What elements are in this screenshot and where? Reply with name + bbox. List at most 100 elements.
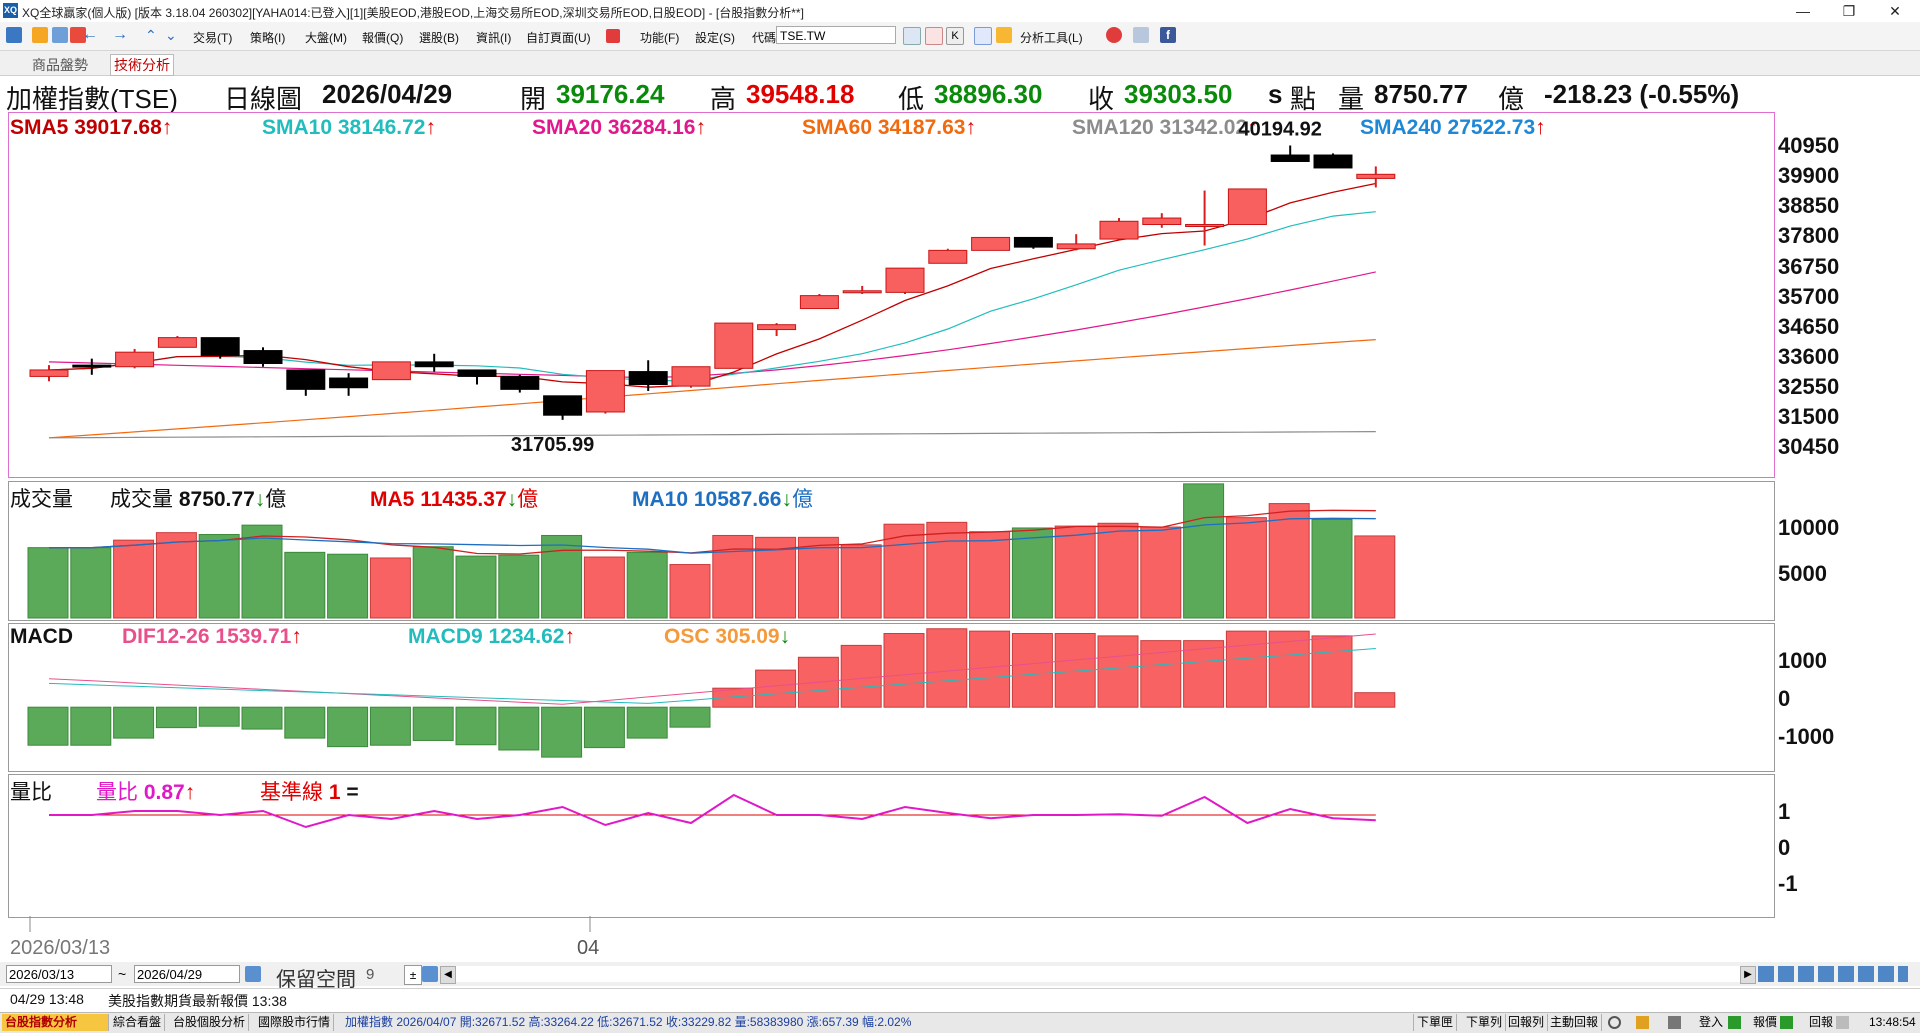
scroll-left-button[interactable]: ◀ (440, 966, 456, 984)
enter-icon[interactable] (903, 27, 921, 45)
menu-function[interactable]: 功能(F) (640, 31, 680, 45)
tab-market-overview[interactable]: 商品盤勢 (32, 57, 88, 73)
order-bar-button[interactable]: 下單列 (1463, 1014, 1507, 1031)
record-icon[interactable] (1106, 27, 1122, 43)
price-ylabel: 38850 (1778, 193, 1840, 218)
volume-panel-title: 成交量 (10, 488, 73, 511)
price-ylabel: 37800 (1778, 223, 1840, 248)
menu-quote[interactable]: 報價(Q) (362, 31, 404, 45)
menu-settings[interactable]: 設定(S) (695, 31, 735, 45)
title-bar: XQ XQ全球贏家(個人版) [版本 3.18.04 260302][YAHA0… (0, 0, 1920, 23)
menu-custom-page[interactable]: 自訂頁面(U) (526, 31, 591, 45)
menu-trade[interactable]: 交易(T) (193, 31, 233, 45)
close-label: 收 (1088, 84, 1115, 114)
volume-label: 量 (1338, 84, 1365, 114)
chart-tools-icon[interactable] (1758, 966, 1908, 982)
chart-icon[interactable] (70, 27, 86, 43)
osc-label: OSC 305.09↓ (664, 625, 791, 648)
dollar-icon[interactable] (996, 27, 1012, 43)
start-date-input[interactable]: 2026/03/13 (6, 965, 112, 983)
minimize-button[interactable]: — (1796, 3, 1810, 19)
link-icon[interactable] (245, 966, 261, 982)
menu-strategy[interactable]: 策略(I) (250, 31, 286, 45)
change-value: -218.23 (-0.55%) (1544, 79, 1740, 109)
active-report-button[interactable]: 主動回報 (1547, 1014, 1603, 1031)
price-panel[interactable] (8, 112, 1775, 478)
status-bar: 04/29 13:48 美股指數期貨最新報價 13:38 (0, 988, 1920, 1011)
end-date-input[interactable]: 2026/04/29 (134, 965, 240, 983)
task-tab-index-analysis[interactable]: 台股指數分析 (2, 1014, 109, 1031)
high-value: 39548.18 (746, 79, 855, 109)
menu-toolbar: ← → ⌃ ⌄ 交易(T) 策略(I) 大盤(M) 報價(Q) 選股(B) 資訊… (0, 22, 1920, 51)
grid-icon[interactable] (6, 27, 22, 43)
period-label: 日線圖 (224, 84, 303, 114)
report-bar-button[interactable]: 回報列 (1505, 1014, 1549, 1031)
open-value: 39176.24 (556, 79, 665, 109)
macd-ylabel: 0 (1778, 686, 1791, 711)
menu-analysis-tools[interactable]: 分析工具(L) (1020, 31, 1083, 45)
back-arrow-icon[interactable]: ← (82, 26, 98, 43)
clock: 13:48:54 (1869, 1015, 1916, 1029)
volume-ma5-label: MA5 11435.37↓億 (370, 488, 539, 511)
task-tab-global-markets[interactable]: 國際股市行情 (255, 1014, 335, 1031)
print-icon[interactable] (1133, 27, 1149, 43)
status-message[interactable]: 美股指數期貨最新報價 13:38 (108, 993, 287, 1009)
zoom-icon[interactable] (422, 966, 438, 982)
quote-header: 加權指數(TSE) 日線圖 2026/04/29 開 39176.24 高 39… (0, 76, 1920, 114)
ratio-panel-title: 量比 (10, 781, 52, 804)
app-logo-icon: XQ (3, 3, 18, 18)
xaxis-month-tick: 04 (577, 937, 600, 959)
task-tab-stock-analysis[interactable]: 台股個股分析 (170, 1014, 250, 1031)
forward-arrow-icon[interactable]: → (112, 26, 128, 43)
restore-button[interactable]: ❐ (1842, 3, 1856, 19)
price-ylabel: 33600 (1778, 344, 1840, 369)
symbol-input[interactable]: TSE.TW (776, 26, 896, 44)
bottom-taskbar: 台股指數分析 綜合看盤 台股個股分析 國際股市行情 加權指數 2026/04/0… (0, 1012, 1920, 1033)
menu-screener[interactable]: 選股(B) (419, 31, 459, 45)
menu-info[interactable]: 資訊(I) (476, 31, 512, 45)
scroll-right-button[interactable]: ▶ (1740, 966, 1756, 984)
sound-icon[interactable] (1668, 1016, 1681, 1029)
horizontal-scrollbar[interactable] (456, 966, 1740, 982)
line-chart-icon[interactable] (925, 27, 943, 45)
quote-ticker: 加權指數 2026/04/07 開:32671.52 高:33264.22 低:… (345, 1015, 912, 1029)
k-chart-icon[interactable]: K (946, 27, 964, 45)
volume-ylabel: 10000 (1778, 515, 1840, 540)
tab-technical-analysis[interactable]: 技術分析 (110, 54, 174, 76)
volume-legend: 成交量 成交量 8750.77↓億 MA5 11435.37↓億 MA10 10… (10, 483, 1010, 511)
price-ylabel: 40950 (1778, 133, 1840, 158)
search-icon[interactable] (1608, 1016, 1621, 1029)
ratio-ylabel: -1 (1778, 871, 1798, 896)
baseline-label: 基準線 1 = (260, 781, 359, 804)
edit-icon[interactable] (1636, 1016, 1649, 1029)
reserve-stepper[interactable]: ± (404, 965, 422, 985)
volume-ylabel: 5000 (1778, 561, 1827, 586)
pointer-icon[interactable] (974, 27, 992, 45)
close-button[interactable]: ✕ (1889, 3, 1901, 19)
sma5-label: SMA5 39017.68↑ (10, 116, 173, 139)
menu-market[interactable]: 大盤(M) (305, 31, 347, 45)
up-icon[interactable]: ⌃ (145, 27, 157, 43)
home-icon[interactable] (32, 27, 48, 43)
sma-legend: SMA5 39017.68↑ SMA10 38146.72↑ SMA20 362… (10, 114, 1770, 140)
sma240-label: SMA240 27522.73↑ (1360, 116, 1546, 139)
range-tilde: ~ (118, 966, 127, 982)
signal-icon[interactable] (1728, 1016, 1741, 1029)
report-status[interactable]: 回報 (1809, 1015, 1834, 1029)
ratio-ylabel: 0 (1778, 835, 1791, 860)
down-icon[interactable]: ⌄ (165, 27, 177, 43)
macd-ylabel: 1000 (1778, 648, 1827, 673)
quote-status[interactable]: 報價 (1753, 1015, 1778, 1029)
task-tab-overview[interactable]: 綜合看盤 (110, 1014, 166, 1031)
facebook-icon[interactable]: f (1160, 27, 1176, 43)
open-label: 開 (520, 84, 547, 114)
macd-panel-title: MACD (10, 625, 73, 648)
close-suffix: s (1268, 79, 1283, 109)
login-status[interactable]: 登入 (1699, 1015, 1724, 1029)
reserve-space-value[interactable]: 9 (366, 966, 375, 983)
window-icon[interactable] (52, 27, 68, 43)
favorite-icon[interactable] (606, 29, 620, 43)
code-label: 代碼 (752, 31, 777, 45)
dif-label: DIF12-26 1539.71↑ (122, 625, 302, 648)
order-box-button[interactable]: 下單匣 (1413, 1014, 1458, 1031)
